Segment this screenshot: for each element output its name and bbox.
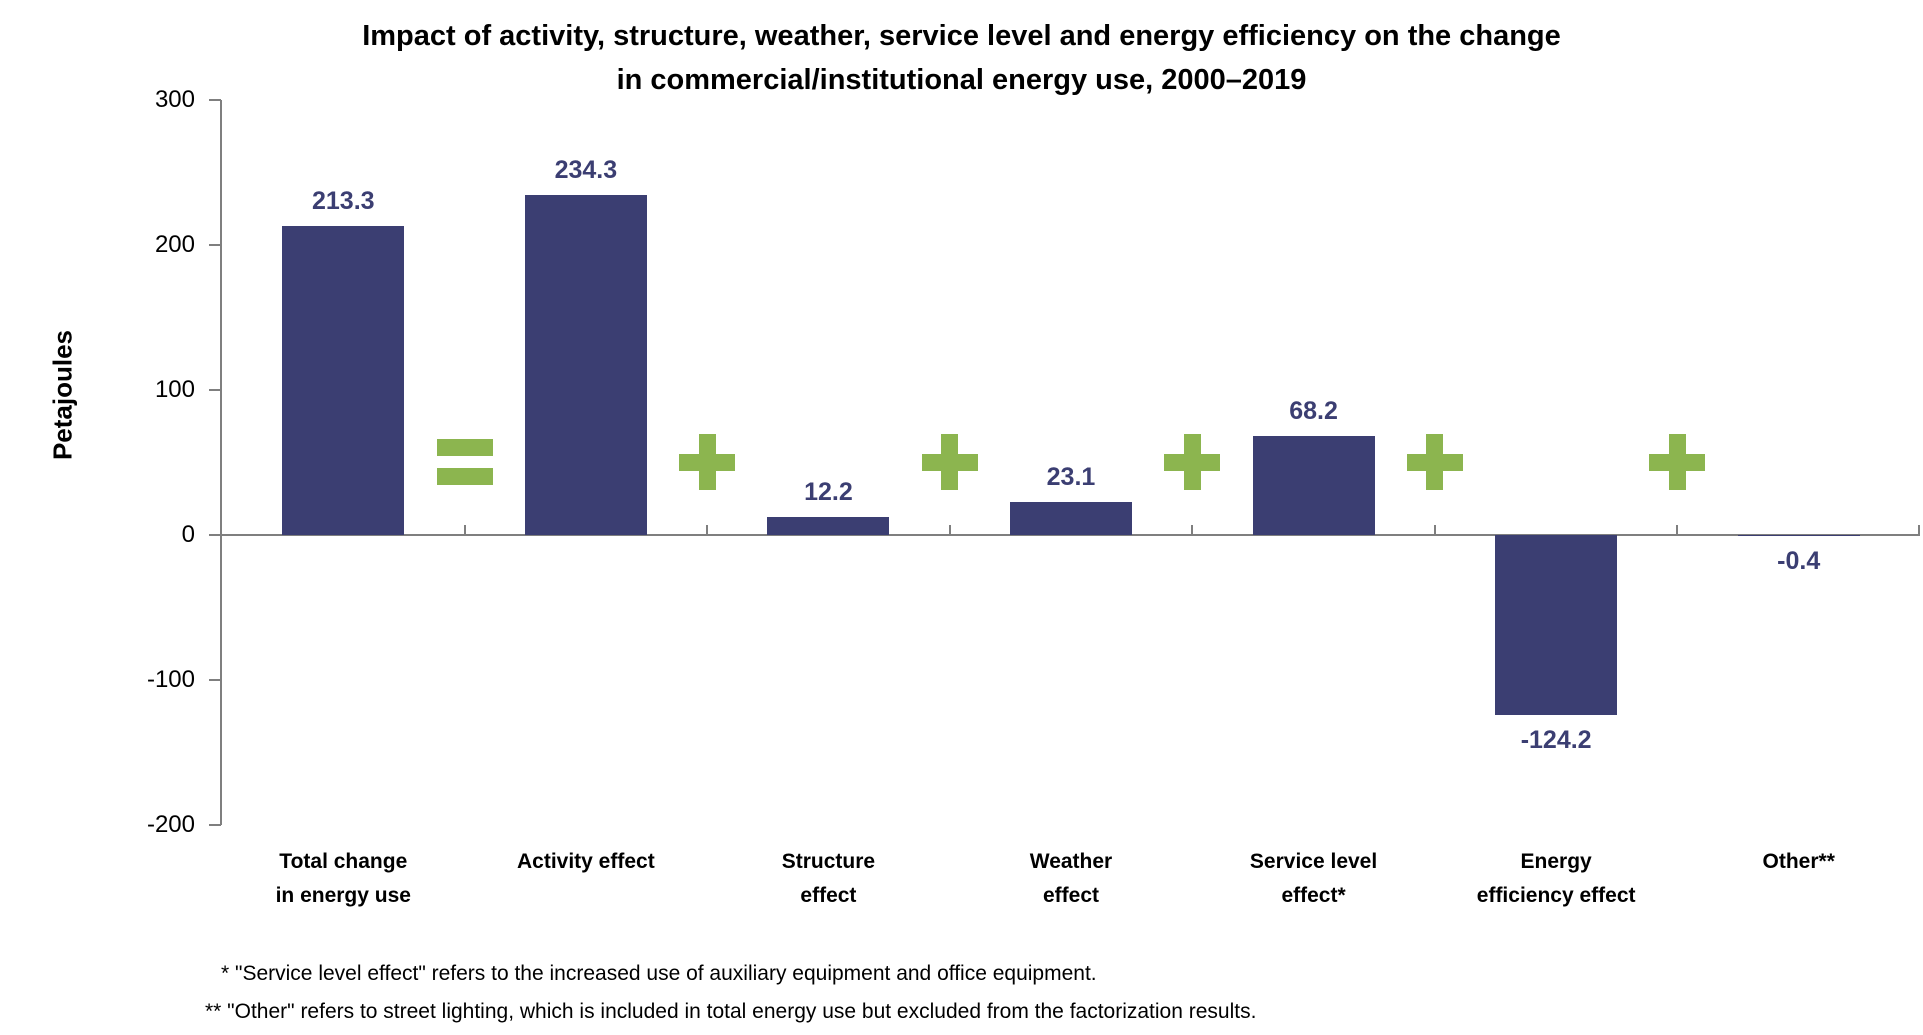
category-label: Other** [1762,850,1835,873]
y-tick-label: -100 [146,666,195,693]
x-boundary-tick [1433,525,1436,535]
footnote-service-level: * "Service level effect" refers to the i… [221,962,1097,985]
bar-4 [1010,501,1132,535]
x-axis-line [220,534,1920,536]
plus-vertical-bar [698,434,716,490]
bar-3 [767,517,890,535]
x-boundary-tick [948,525,951,535]
operator-plus-icon [1649,434,1706,490]
y-tick-mark [209,244,221,246]
bar-5 [1252,436,1375,535]
bar-value-label: -124.2 [1520,726,1592,755]
category-label: Weather effect [1029,850,1113,907]
y-tick-label: 0 [181,521,195,548]
bar-6 [1495,535,1618,716]
category-label: Structure effect [781,850,876,907]
equals-bar [436,468,493,485]
bar-2 [524,195,647,535]
category-label: Energy efficiency effect [1476,850,1636,907]
x-boundary-tick [463,525,466,535]
plus-vertical-bar [1426,434,1444,490]
plus-vertical-bar [941,434,959,490]
y-tick-label: -200 [146,811,195,838]
operator-plus-icon [679,434,736,490]
bar-value-label: 213.3 [312,186,375,215]
chart-title-line2: in commercial/institutional energy use, … [616,64,1307,96]
operator-plus-icon [1164,434,1221,490]
y-tick-mark [209,824,221,826]
plus-vertical-bar [1668,434,1686,490]
x-boundary-tick [706,525,709,535]
operator-plus-icon [921,434,978,490]
category-label: Activity effect [516,850,655,873]
y-tick-mark [209,679,221,681]
bar-value-label: 23.1 [1046,462,1096,491]
y-tick-label: 100 [154,376,195,403]
y-tick-label: 300 [154,86,195,113]
bar-value-label: 12.2 [804,478,853,507]
category-label: Total change in energy use [275,850,411,907]
bar-value-label: 68.2 [1289,397,1338,426]
chart-title: Impact of activity, structure, weather, … [0,14,1923,102]
bar-7 [1737,535,1860,536]
plus-vertical-bar [1183,434,1201,490]
y-axis-line [220,100,222,825]
bar-value-label: 234.3 [554,156,618,185]
equals-bar [436,439,493,456]
y-tick-mark [209,389,221,391]
footnote-other: ** "Other" refers to street lighting, wh… [205,1000,1257,1023]
chart-title-line1: Impact of activity, structure, weather, … [362,20,1561,52]
operator-plus-icon [1406,434,1463,490]
x-axis-end-tick [1918,525,1920,535]
x-boundary-tick [1676,525,1679,535]
y-tick-mark [209,99,221,101]
category-label: Service level effect* [1249,850,1378,907]
y-tick-label: 200 [154,231,195,258]
bar-value-label: -0.4 [1777,546,1821,575]
x-boundary-tick [1191,525,1194,535]
operator-equals-icon [436,439,493,485]
y-tick-mark [209,534,221,536]
bar-1 [282,225,405,535]
